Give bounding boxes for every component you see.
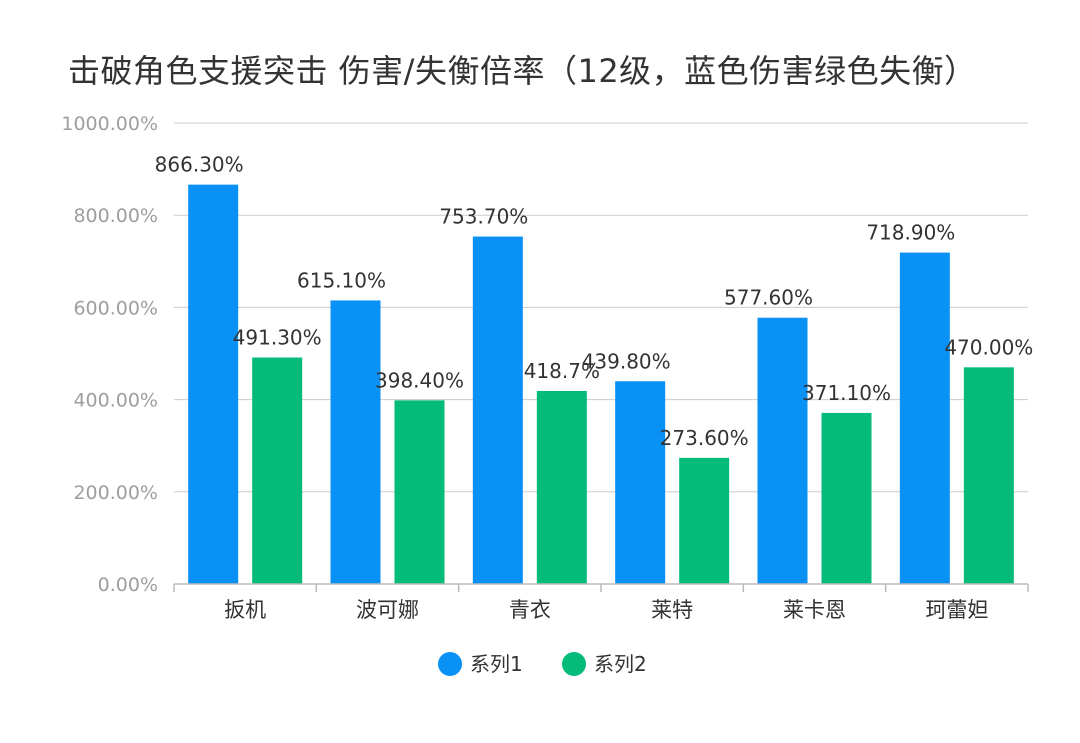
data-label: 866.30% xyxy=(155,153,244,177)
grid-lines xyxy=(174,122,1028,493)
data-label: 615.10% xyxy=(297,268,386,292)
legend-item-1[interactable]: 系列1 xyxy=(438,652,523,676)
y-tick-label: 0.00% xyxy=(98,574,158,596)
bar-2 xyxy=(394,400,445,584)
bar-1 xyxy=(757,317,808,584)
y-tick-label: 600.00% xyxy=(73,297,158,319)
x-category-label: 青衣 xyxy=(509,598,551,622)
data-label: 398.40% xyxy=(375,368,464,392)
y-tick-label: 400.00% xyxy=(73,390,158,412)
data-label: 371.10% xyxy=(802,381,891,405)
data-label: 753.70% xyxy=(439,205,528,229)
bar-1 xyxy=(330,300,381,584)
data-label: 418.7% xyxy=(524,359,600,383)
x-axis xyxy=(173,583,1029,592)
legend-item-2[interactable]: 系列2 xyxy=(562,652,647,676)
x-category-label: 莱卡恩 xyxy=(783,598,846,622)
x-category-label: 扳机 xyxy=(224,598,266,622)
data-label: 439.80% xyxy=(582,349,671,373)
chart-title: 击破角色支援突击 伤害/失衡倍率（12级，蓝色伤害绿色失衡） xyxy=(68,52,977,90)
x-category-label: 波可娜 xyxy=(356,598,419,622)
x-category-label: 珂蕾妲 xyxy=(925,598,988,622)
bars xyxy=(188,184,1014,585)
category-labels: 扳机 波可娜 青衣 莱特 莱卡恩 珂蕾妲 xyxy=(224,598,988,622)
bar-2 xyxy=(963,367,1014,584)
data-label: 577.60% xyxy=(724,286,813,310)
y-tick-label: 1000.00% xyxy=(61,113,158,135)
data-labels: 866.30% 491.30% 615.10% 398.40% 753.70% 418.7… xyxy=(155,153,1034,450)
data-label: 718.90% xyxy=(866,221,955,245)
bar-2 xyxy=(536,390,587,584)
bar-2 xyxy=(821,412,872,584)
bar-1 xyxy=(472,236,523,584)
bar-2 xyxy=(252,357,303,584)
legend-marker xyxy=(562,652,586,676)
bar-1 xyxy=(899,252,950,584)
data-label: 470.00% xyxy=(944,335,1033,359)
bar-1 xyxy=(188,184,239,585)
data-label: 491.30% xyxy=(233,326,322,350)
y-tick-label: 200.00% xyxy=(73,482,158,504)
x-category-label: 莱特 xyxy=(651,598,693,622)
y-axis-tick-labels: 0.00% 200.00% 400.00% 600.00% 800.00% 1000.00… xyxy=(61,113,158,596)
bar-1 xyxy=(615,381,666,584)
y-tick-label: 800.00% xyxy=(73,205,158,227)
data-label: 273.60% xyxy=(660,426,749,450)
bar-2 xyxy=(679,457,730,584)
legend-marker xyxy=(438,652,462,676)
legend-label: 系列1 xyxy=(470,652,523,676)
legend: 系列1 系列2 xyxy=(438,652,647,676)
legend-label: 系列2 xyxy=(594,652,647,676)
